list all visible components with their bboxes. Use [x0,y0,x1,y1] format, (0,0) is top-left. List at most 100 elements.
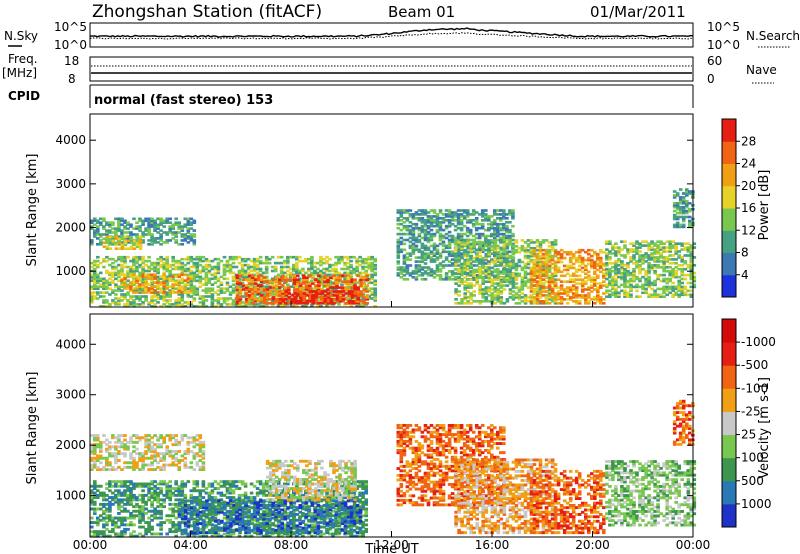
heatmap-cell [641,275,645,279]
heatmap-cell [250,276,255,279]
heatmap-cell [258,291,263,294]
heatmap-cell [123,231,127,234]
heatmap-cell [484,244,488,248]
heatmap-cell [532,290,537,293]
heatmap-cell [432,234,437,238]
heatmap-cell [262,300,267,303]
heatmap-cell [689,260,694,263]
heatmap-cell [298,255,302,259]
heatmap-cell [108,463,112,467]
heatmap-cell [114,273,118,277]
heatmap-cell [396,252,401,255]
heatmap-cell [471,264,476,267]
heatmap-cell [411,230,416,234]
heatmap-cell [268,286,273,289]
heatmap-cell [96,243,100,246]
heatmap-cell [105,279,109,283]
heatmap-cell [296,280,300,283]
heatmap-cell [150,289,154,292]
heatmap-cell [310,261,314,265]
heatmap-cell [656,246,660,249]
heatmap-cell [90,459,94,462]
heatmap-cell [99,221,103,224]
heatmap-cell [466,258,470,262]
heatmap-cell [328,283,332,286]
heatmap-cell [304,259,308,263]
heatmap-cell [90,241,94,244]
heatmap-cell [144,285,148,288]
heatmap-cell [541,256,546,260]
heatmap-cell [568,264,573,268]
heatmap-cell [150,219,154,223]
heatmap-cell [683,248,688,251]
heatmap-cell [544,296,549,299]
heatmap-cell [505,236,509,240]
heatmap-cell [273,287,278,290]
heatmap-cell [638,264,642,267]
heatmap-cell [373,263,377,267]
heatmap-cell [373,299,377,302]
heatmap-cell [222,287,227,290]
heatmap-cell [111,445,115,449]
heatmap-cell [186,255,191,259]
heatmap-cell [447,264,452,267]
heatmap-cell [186,277,191,280]
colorbar-segment [722,252,736,276]
heatmap-cell [150,223,154,226]
heatmap-cell [311,298,316,301]
heatmap-cell [189,287,194,290]
heatmap-cell [246,263,251,267]
heatmap-cell [496,232,500,236]
heatmap-cell [370,277,374,281]
heatmap-cell [99,305,103,308]
heatmap-cell [225,265,230,269]
heatmap-cell [580,288,585,291]
heatmap-cell [99,443,103,447]
heatmap-cell [520,245,525,248]
heatmap-cell [538,294,543,297]
heatmap-cell [105,269,109,273]
heatmap-cell [505,298,510,301]
heatmap-cell [511,282,516,285]
heatmap-cell [359,276,363,279]
heatmap-cell [469,250,473,254]
heatmap-cell [571,254,576,258]
heatmap-cell [508,272,512,275]
heatmap-cell [508,280,513,283]
heatmap-cell [662,277,666,281]
heatmap-cell [677,242,681,245]
heatmap-cell [680,256,684,259]
heatmap-cell [496,226,500,230]
heatmap-cell [281,298,285,301]
heatmap-cell [541,254,546,258]
heatmap-cell [529,278,534,281]
heatmap-cell [314,300,318,303]
heatmap-cell [198,305,203,308]
heatmap-cell [571,292,576,295]
heatmap-cell [453,228,458,232]
heatmap-cell [144,219,148,223]
heatmap-cell [508,211,512,214]
heatmap-cell [577,294,582,297]
heatmap-cell [617,269,621,273]
heatmap-cell [538,270,543,274]
heatmap-cell [647,254,651,257]
heatmap-cell [159,233,163,236]
heatmap-cell [147,269,151,273]
heatmap-cell [508,239,513,242]
heatmap-cell [580,278,585,281]
heatmap-cell [216,267,221,271]
heatmap-cell [156,269,160,273]
heatmap-cell [204,279,209,283]
heatmap-cell [250,278,255,281]
heatmap-cell [469,247,473,250]
heatmap-cell [420,260,425,263]
heatmap-cell [659,293,663,297]
heatmap-cell [186,229,191,232]
heatmap-cell [201,265,206,269]
heatmap-cell [602,268,606,272]
heatmap-cell [225,263,230,267]
heatmap-cell [499,236,503,240]
heatmap-cell [692,285,697,289]
heatmap-cell [279,305,284,308]
